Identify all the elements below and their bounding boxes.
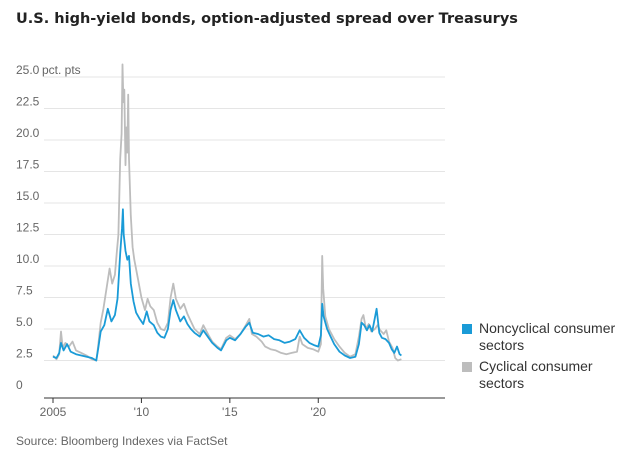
legend-swatch-cyclical	[462, 362, 472, 372]
series-line-noncyclical-consumer-sectors	[52, 208, 402, 362]
y-tick-label: 2.5	[16, 347, 33, 361]
y-axis-labels: 0 2.5 5.0 7.5 10.0 12.5 15.0 17.5 20.0 22.5 25.0 pc…	[16, 63, 81, 392]
x-tick-label: 2005	[40, 405, 67, 419]
legend-swatch-noncyclical	[462, 324, 472, 334]
y-tick-label: 7.5	[16, 284, 33, 298]
grid-lines	[44, 76, 445, 361]
y-tick-label: 20.0	[16, 126, 40, 140]
y-tick-label: 25.0	[16, 63, 40, 77]
y-tick-label: 22.5	[16, 95, 40, 109]
y-tick-label: 0	[16, 378, 23, 392]
series-lines	[52, 63, 402, 362]
legend-label-noncyclical: Noncyclical consumer sectors	[479, 320, 616, 353]
legend-label-cyclical: Cyclical consumer sectors	[479, 358, 593, 391]
y-unit-label: pct. pts	[42, 63, 81, 77]
chart-title: U.S. high-yield bonds, option-adjusted s…	[16, 11, 518, 27]
x-tick-label: '15	[222, 405, 238, 419]
y-tick-label: 10.0	[16, 252, 40, 266]
series-line-cyclical-consumer-sectors	[52, 63, 402, 362]
source-note: Source: Bloomberg Indexes via FactSet	[16, 434, 228, 448]
x-tick-label: '10	[134, 405, 150, 419]
y-tick-label: 12.5	[16, 221, 40, 235]
x-axis: 2005 '10 '15 '20	[40, 397, 445, 419]
y-tick-label: 17.5	[16, 158, 40, 172]
x-tick-label: '20	[310, 405, 326, 419]
y-tick-label: 5.0	[16, 315, 33, 329]
y-tick-label: 15.0	[16, 189, 40, 203]
